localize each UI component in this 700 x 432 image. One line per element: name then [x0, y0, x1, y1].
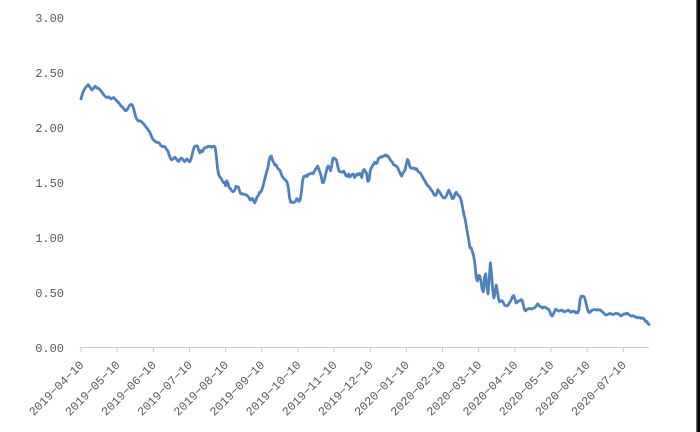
right-edge-bar	[696, 0, 700, 432]
y-tick-label: 3.00	[35, 12, 64, 26]
y-tick-label: 2.00	[35, 122, 64, 136]
price-series-line	[79, 83, 651, 326]
y-tick-label: 0.00	[35, 342, 64, 356]
y-tick-label: 1.50	[35, 177, 64, 191]
y-tick-label: 1.00	[35, 232, 64, 246]
y-tick-label: 2.50	[35, 67, 64, 81]
y-tick-label: 0.50	[35, 287, 64, 301]
